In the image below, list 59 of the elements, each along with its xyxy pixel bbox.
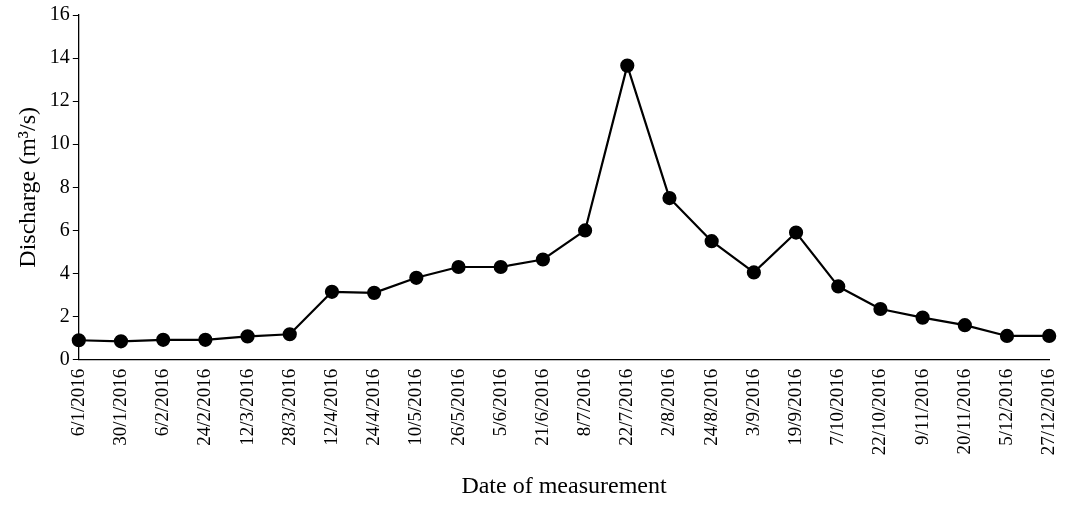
x-tick-label: 24/4/2016 [362,368,384,446]
x-tick-label: 5/12/2016 [994,368,1016,446]
x-tick-label: 22/10/2016 [868,368,890,456]
y-tick-label: 10 [49,131,70,154]
x-tick-label: 12/3/2016 [235,368,257,446]
point [367,285,382,300]
x-tick-label: 28/3/2016 [277,368,299,446]
point [535,252,550,267]
point [620,58,635,73]
x-axis-title: Date of measurement [461,471,667,498]
x-tick-label: 30/1/2016 [108,368,130,446]
x-tick-label: 7/10/2016 [826,368,848,446]
point [662,190,677,206]
point [788,225,804,240]
y-tick-label: 16 [49,2,70,25]
x-tick-label: 12/4/2016 [319,368,341,446]
x-tick-label: 6/2/2016 [151,368,173,437]
x-tick-label: 3/9/2016 [741,368,763,437]
x-tick-label: 27/12/2016 [1037,368,1059,456]
x-tick-label: 20/11/2016 [952,368,974,455]
x-tick-label: 9/11/2016 [910,368,932,445]
point [324,284,340,299]
x-tick-label: 10/5/2016 [404,368,426,446]
y-tick-label: 0 [59,346,70,369]
point [578,223,593,238]
x-tick-label: 24/2/2016 [193,368,215,446]
x-tick-label: 6/1/2016 [66,368,88,437]
point [156,332,171,347]
x-tick-label: 2/8/2016 [657,368,679,437]
point [409,270,424,285]
y-tick-label: 14 [49,45,70,68]
point [831,279,846,294]
point [915,310,930,325]
y-tick-label: 4 [59,260,70,283]
x-tick-label: 8/7/2016 [573,368,595,437]
point [873,301,888,317]
point [1042,328,1057,344]
y-tick-label: 6 [59,217,70,240]
point [71,333,86,348]
x-tick-label: 5/6/2016 [488,368,510,437]
x-tick-label: 21/6/2016 [530,368,552,446]
x-tick-label: 22/7/2016 [615,368,637,446]
point [493,259,508,275]
point [240,329,255,344]
x-tick-label: 26/5/2016 [446,368,468,446]
point [282,327,297,342]
point [704,234,719,249]
x-tick-label: 19/9/2016 [784,368,806,446]
point [999,328,1015,344]
point [451,259,466,275]
point [113,334,129,349]
point [957,318,972,333]
y-tick-label: 12 [49,88,70,111]
y-axis-title: Discharge (m³/s) [13,106,40,268]
x-tick-label: 24/8/2016 [699,368,721,446]
point [198,332,213,347]
y-tick-label: 2 [59,303,70,326]
point [746,265,761,280]
y-tick-label: 8 [59,174,70,197]
